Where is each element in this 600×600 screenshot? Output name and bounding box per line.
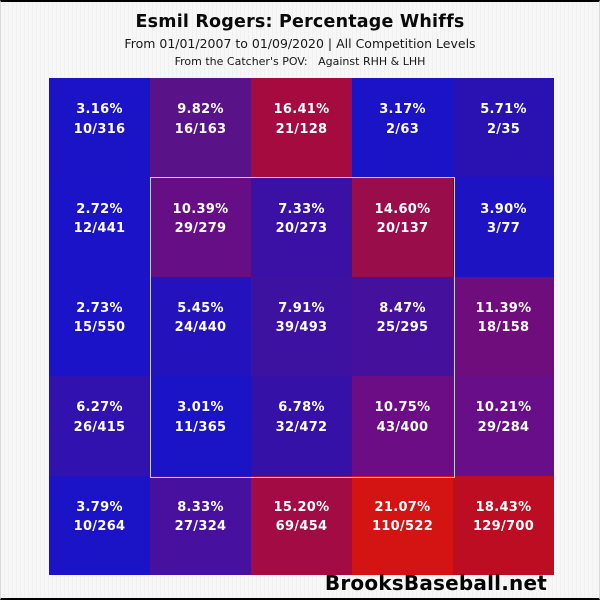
cell-fraction: 16/163	[174, 121, 227, 137]
heatmap-cell-r1c0: 2.72% 12/441	[49, 177, 150, 277]
cell-percentage: 7.91%	[278, 300, 325, 316]
cell-percentage: 2.73%	[76, 300, 123, 316]
cell-percentage: 3.16%	[76, 102, 123, 118]
heatmap-cell-r4c2: 15.20% 69/454	[251, 475, 352, 575]
heatmap-cell-r3c4: 10.21% 29/284	[453, 376, 554, 476]
heatmap-cell-r1c1: 10.39% 29/279	[150, 177, 251, 277]
cell-fraction: 43/400	[376, 419, 429, 435]
cell-fraction: 3/77	[486, 221, 521, 237]
heatmap-cell-r2c1: 5.45% 24/440	[150, 276, 251, 377]
cell-fraction: 129/700	[472, 519, 535, 535]
cell-fraction: 25/295	[376, 320, 429, 336]
cell-percentage: 10.75%	[374, 400, 431, 416]
heatmap-cell-r2c4: 11.39% 18/158	[453, 276, 554, 377]
heatmap-cell-r3c1: 3.01% 11/365	[150, 376, 251, 476]
heatmap-cell-r1c4: 3.90% 3/77	[453, 177, 554, 277]
heatmap-cell-r0c3: 3.17% 2/63	[352, 78, 453, 178]
heatmap-cell-r0c4: 5.71% 2/35	[453, 78, 554, 178]
cell-fraction: 21/128	[275, 121, 328, 137]
cell-percentage: 21.07%	[374, 499, 431, 515]
heatmap-cell-r4c1: 8.33% 27/324	[150, 475, 251, 575]
heatmap-cell-r3c3: 10.75% 43/400	[352, 376, 453, 476]
cell-fraction: 24/440	[174, 320, 227, 336]
cell-fraction: 12/441	[73, 221, 126, 237]
heatmap-cell-r0c1: 9.82% 16/163	[150, 78, 251, 178]
cell-percentage: 10.21%	[475, 400, 532, 416]
cell-percentage: 2.72%	[76, 201, 123, 217]
cell-fraction: 29/279	[174, 221, 227, 237]
heatmap-cell-r3c2: 6.78% 32/472	[251, 376, 352, 476]
heatmap-cell-r1c3: 14.60% 20/137	[352, 177, 453, 277]
cell-percentage: 9.82%	[177, 102, 224, 118]
cell-fraction: 20/137	[376, 221, 429, 237]
heatmap-cell-r2c2: 7.91% 39/493	[251, 276, 352, 377]
cell-percentage: 6.27%	[76, 400, 123, 416]
heatmap-cell-r0c2: 16.41% 21/128	[251, 78, 352, 178]
heatmap-cell-r2c3: 8.47% 25/295	[352, 276, 453, 377]
cell-percentage: 7.33%	[278, 201, 325, 217]
cell-fraction: 10/264	[73, 519, 126, 535]
cell-percentage: 3.17%	[379, 102, 426, 118]
cell-fraction: 29/284	[477, 419, 530, 435]
cell-percentage: 3.01%	[177, 400, 224, 416]
cell-percentage: 18.43%	[475, 499, 532, 515]
cell-fraction: 27/324	[174, 519, 227, 535]
heatmap-cell-r4c4: 18.43% 129/700	[453, 475, 554, 575]
cell-percentage: 11.39%	[475, 300, 532, 316]
cell-percentage: 14.60%	[374, 201, 431, 217]
cell-percentage: 6.78%	[278, 400, 325, 416]
heatmap-cell-r1c2: 7.33% 20/273	[251, 177, 352, 277]
chart-pov-line: From the Catcher's POV: Against RHH & LH…	[174, 55, 426, 68]
cell-percentage: 8.33%	[177, 499, 224, 515]
cell-fraction: 18/158	[477, 320, 530, 336]
chart-title: Esmil Rogers: Percentage Whiffs	[135, 12, 465, 32]
cell-percentage: 5.71%	[480, 102, 527, 118]
whiff-heatmap-grid: 3.16% 10/316 9.82% 16/163 16.41% 21/128 3.1…	[49, 78, 554, 575]
cell-fraction: 20/273	[275, 221, 328, 237]
cell-fraction: 32/472	[275, 419, 328, 435]
heatmap-cell-r4c0: 3.79% 10/264	[49, 475, 150, 575]
heatmap-cell-r0c0: 3.16% 10/316	[49, 78, 150, 178]
heatmap-cell-r2c0: 2.73% 15/550	[49, 276, 150, 377]
cell-percentage: 10.39%	[172, 201, 229, 217]
heatmap-cell-r4c3: 21.07% 110/522	[352, 475, 453, 575]
cell-fraction: 15/550	[73, 320, 126, 336]
heatmap-cell-r3c0: 6.27% 26/415	[49, 376, 150, 476]
cell-fraction: 2/63	[385, 121, 420, 137]
cell-fraction: 26/415	[73, 419, 126, 435]
cell-percentage: 15.20%	[273, 499, 330, 515]
cell-fraction: 11/365	[174, 419, 227, 435]
cell-percentage: 8.47%	[379, 300, 426, 316]
cell-fraction: 110/522	[371, 519, 434, 535]
chart-subtitle: From 01/01/2007 to 01/09/2020 | All Comp…	[124, 36, 476, 51]
cell-fraction: 69/454	[275, 519, 328, 535]
cell-percentage: 3.79%	[76, 499, 123, 515]
cell-fraction: 39/493	[275, 320, 328, 336]
brooksbaseball-watermark: BrooksBaseball.net	[324, 571, 547, 595]
cell-fraction: 2/35	[486, 121, 521, 137]
cell-percentage: 16.41%	[273, 102, 330, 118]
cell-fraction: 10/316	[73, 121, 126, 137]
cell-percentage: 3.90%	[480, 201, 527, 217]
chart-header: Esmil Rogers: Percentage Whiffs From 01/…	[1, 12, 599, 68]
cell-percentage: 5.45%	[177, 300, 224, 316]
